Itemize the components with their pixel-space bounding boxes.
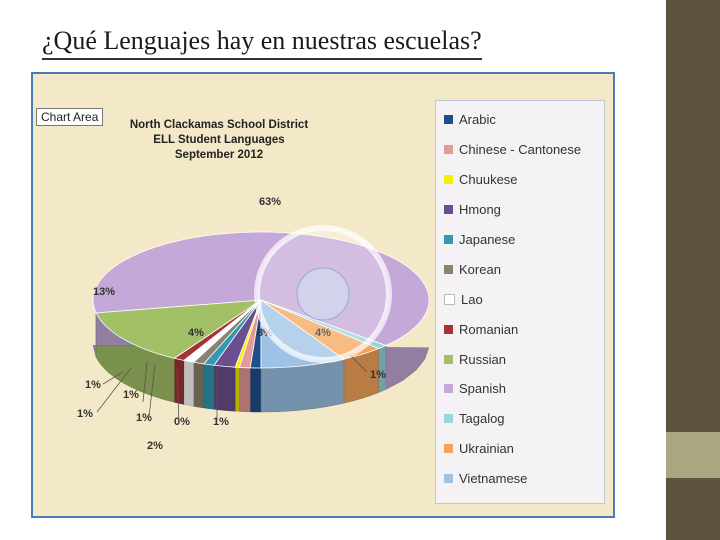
legend-item[interactable]: Vietnamese [436, 464, 604, 494]
legend-item[interactable]: Ukrainian [436, 434, 604, 464]
data-label: 1% [213, 416, 229, 428]
legend-item[interactable]: Hmong [436, 195, 604, 225]
legend-label: Chuukese [459, 172, 518, 188]
legend-swatch [444, 444, 453, 454]
chart-title-line-3: September 2012 [174, 149, 264, 161]
legend-swatch [444, 145, 453, 155]
legend-label: Japanese [459, 232, 516, 247]
data-label: 13% [93, 286, 115, 298]
legend-swatch [444, 235, 453, 244]
data-label: 0% [174, 416, 190, 428]
legend-swatch [444, 205, 453, 215]
legend-swatch [444, 115, 453, 125]
pie-chart[interactable]: 63%13%8%4%4%1%1%1%1%1%2%0%1% [31, 72, 615, 518]
legend-label: Vietnamese [459, 471, 528, 487]
pie-slice[interactable] [95, 299, 263, 359]
data-label: 4% [315, 327, 331, 339]
chart-area-tooltip: Chart Area [36, 108, 104, 126]
legend-swatch [444, 175, 453, 185]
legend-swatch [444, 354, 453, 364]
data-label: 1% [123, 389, 139, 401]
legend-label: Tagalog [459, 411, 505, 427]
leader-line [148, 363, 156, 418]
pie-slice-side [234, 366, 240, 412]
chart-title-line-2: ELL Student Languages [153, 134, 285, 146]
leader-line [142, 361, 148, 403]
data-label: 1% [136, 412, 152, 424]
data-label: 1% [77, 408, 93, 420]
chart-title: North Clackamas School District ELL Stud… [119, 118, 319, 163]
leader-line [96, 367, 132, 413]
legend-swatch [444, 414, 453, 424]
legend-item[interactable]: Romanian [436, 314, 604, 344]
legend-item[interactable]: Lao [436, 284, 604, 314]
legend-item[interactable]: Chuukese [436, 165, 604, 195]
legend-label: Arabic [459, 112, 496, 128]
legend-label: Spanish [459, 381, 506, 397]
legend-label: Romanian [459, 321, 519, 337]
data-label: 4% [188, 327, 204, 339]
pie-slice[interactable] [92, 231, 430, 346]
legend-item[interactable]: Spanish [436, 374, 604, 404]
legend-swatch [444, 264, 453, 274]
pie-slice-side [183, 360, 194, 407]
legend-item[interactable]: Arabic [436, 105, 604, 135]
data-label: 1% [370, 369, 386, 381]
legend-label: Korean [459, 261, 501, 277]
legend-item[interactable]: Chinese - Cantonese [436, 135, 604, 165]
leader-line [348, 353, 368, 373]
data-label: 1% [85, 379, 101, 391]
legend-swatch [444, 474, 453, 484]
legend-swatch [444, 293, 455, 305]
legend-label: Ukrainian [459, 441, 514, 457]
chart-title-line-1: North Clackamas School District [129, 119, 309, 131]
pan-control-icon[interactable] [296, 267, 350, 321]
slide-side-accent [666, 432, 720, 478]
leader-line [102, 371, 124, 385]
slide-title: ¿Qué Lenguajes hay en nuestras escuelas? [42, 24, 482, 60]
data-label: 2% [147, 440, 163, 452]
legend-swatch [444, 384, 453, 394]
legend-item[interactable]: Russian [436, 344, 604, 374]
data-label: 63% [259, 196, 281, 208]
legend-item[interactable]: Japanese [436, 225, 604, 255]
legend-label: Chinese - Cantonese [459, 142, 582, 158]
pie-slice-side [174, 357, 185, 405]
pie-slice-side [249, 367, 262, 413]
legend-label: Russian [459, 351, 506, 367]
legend-item[interactable]: Tagalog [436, 404, 604, 434]
legend-swatch [444, 324, 453, 334]
legend-label: Hmong [459, 202, 501, 218]
pie-slice-side [193, 361, 204, 409]
pie-slice-side [239, 367, 251, 413]
pie-slice-side [203, 363, 215, 410]
legend-item[interactable]: Korean [436, 254, 604, 284]
chart-area[interactable]: 63%13%8%4%4%1%1%1%1%1%2%0%1% Chart Area … [31, 72, 615, 518]
legend-label: Lao [461, 291, 483, 307]
leader-line [176, 367, 180, 425]
chart-legend[interactable]: Arabic Chinese - Cantonese Chuukese Hmong Ja… [435, 100, 605, 504]
